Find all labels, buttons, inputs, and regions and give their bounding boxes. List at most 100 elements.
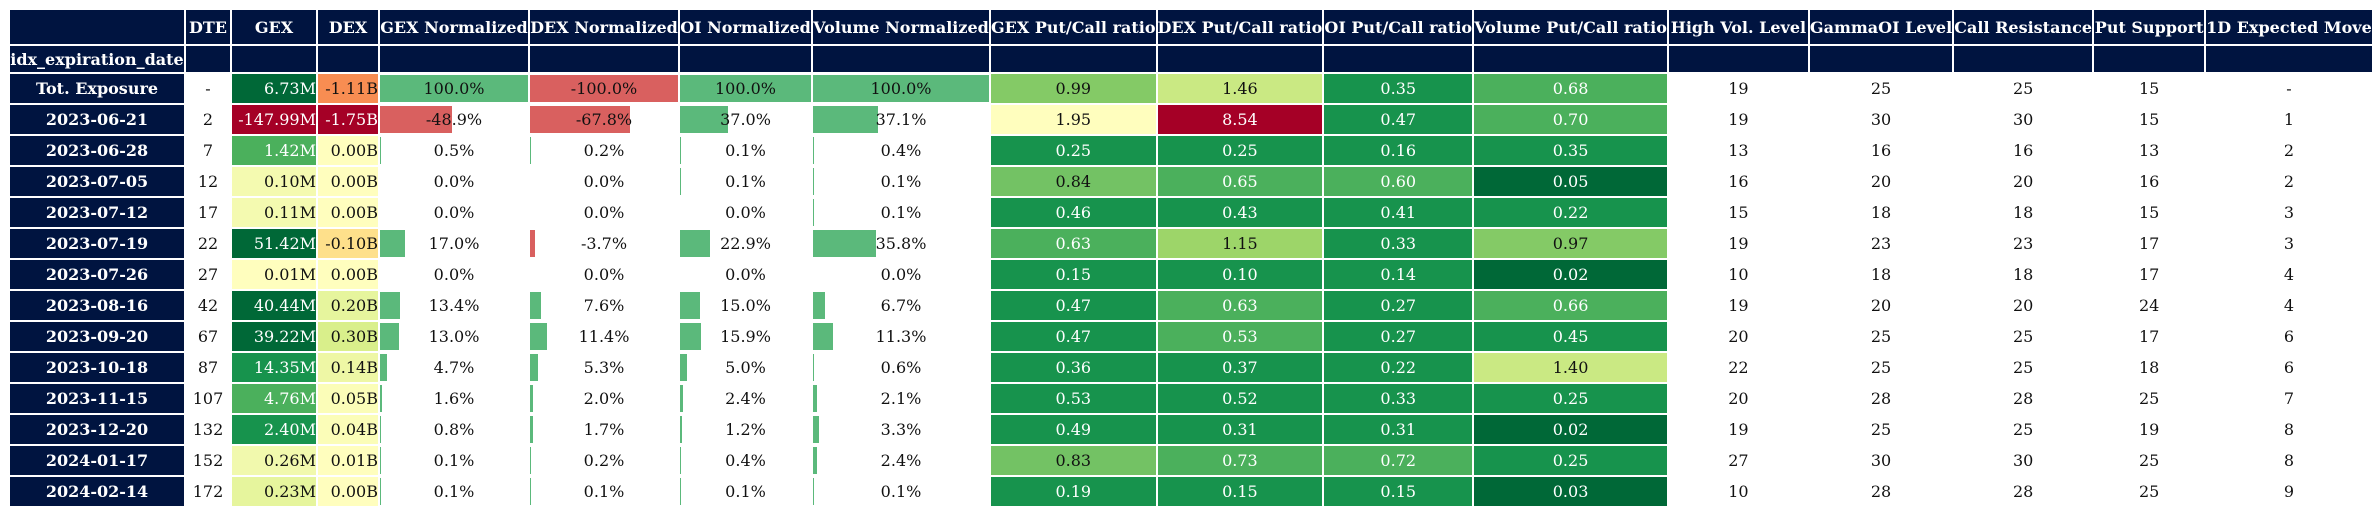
call-res-cell: 20 xyxy=(2012,296,2034,315)
table-header: DTE GEX DEX GEX Normalized DEX Normalized OI … xyxy=(10,10,2372,72)
oi-norm-cell: 2.4% xyxy=(680,384,811,413)
bar-value: 13.0% xyxy=(428,327,480,346)
oi-norm-cell: 15.9% xyxy=(680,322,811,351)
row-label: 2024-01-17 xyxy=(10,446,184,475)
put-sup-cell: 25 xyxy=(2138,482,2160,501)
dex-pc-cell: 0.63 xyxy=(1157,291,1323,320)
column-header[interactable]: DTE xyxy=(186,10,230,44)
bar-value: 0.1% xyxy=(725,482,766,501)
gex-pc-cell: 0.25 xyxy=(991,136,1156,165)
vol-pc-cell: 0.25 xyxy=(1474,384,1667,413)
table-row: 2023-11-15 107 4.76M 0.05B 1.6% 2.0% 2.4% 2.1% 0… xyxy=(10,384,2372,413)
gex-norm-cell: 0.0% xyxy=(380,167,528,196)
bar-value: 6.7% xyxy=(880,296,922,315)
column-header[interactable]: GammaOI Level xyxy=(1809,10,1953,44)
vol-norm-cell: 11.3% xyxy=(813,322,989,351)
bar-fill xyxy=(530,354,538,381)
index-header-spacer xyxy=(1324,46,1473,72)
index-name-header: idx_expiration_date xyxy=(10,46,184,72)
column-header[interactable]: High Vol. Level xyxy=(1668,10,1808,44)
bar-fill xyxy=(380,354,387,381)
dex-pc-cell: 1.46 xyxy=(1157,74,1323,103)
column-header[interactable]: GEX xyxy=(232,10,316,44)
row-label: 2023-06-21 xyxy=(10,105,184,134)
column-header[interactable]: Volume Put/Call ratio xyxy=(1474,10,1667,44)
bar-value: -48.9% xyxy=(425,110,483,129)
column-header[interactable]: Volume Normalized xyxy=(813,10,989,44)
dex-cell: 0.00B xyxy=(318,136,378,165)
gamma-oi-cell: 16 xyxy=(1870,141,1892,160)
vol-norm-cell: 0.4% xyxy=(813,136,989,165)
column-header[interactable]: GEX Put/Call ratio xyxy=(991,10,1156,44)
bar-value: 0.1% xyxy=(583,482,625,501)
column-header[interactable]: OI Normalized xyxy=(680,10,811,44)
bar-fill xyxy=(813,292,825,319)
row-label: 2023-07-26 xyxy=(10,260,184,289)
gex-norm-cell: 0.0% xyxy=(380,198,528,227)
dte-cell: 67 xyxy=(197,327,219,346)
bar-fill xyxy=(680,75,811,102)
vol-pc-cell: 0.02 xyxy=(1474,260,1667,289)
table-row: 2023-08-16 42 40.44M 0.20B 13.4% 7.6% 15.0% 6.7… xyxy=(10,291,2372,320)
index-header-spacer xyxy=(680,46,811,72)
vol-pc-cell: 0.70 xyxy=(1474,105,1667,134)
bar-fill xyxy=(680,292,700,319)
bar-value: 13.4% xyxy=(428,296,480,315)
call-res-cell: 28 xyxy=(2012,482,2034,501)
gex-pc-cell: 0.15 xyxy=(991,260,1156,289)
bar-value: 0.4% xyxy=(880,141,922,160)
exp-move-cell: 6 xyxy=(2283,327,2295,346)
bar-value: 0.0% xyxy=(725,265,766,284)
vol-pc-cell: 0.02 xyxy=(1474,415,1667,444)
gamma-oi-cell: 25 xyxy=(1870,327,1892,346)
table-row: 2023-09-20 67 39.22M 0.30B 13.0% 11.4% 15.9% 11… xyxy=(10,322,2372,351)
gamma-oi-cell: 25 xyxy=(1870,420,1892,439)
column-header[interactable]: Call Resistance xyxy=(1954,10,2093,44)
bar-value: 22.9% xyxy=(720,234,771,253)
column-header[interactable]: DEX Put/Call ratio xyxy=(1157,10,1323,44)
dte-cell: 152 xyxy=(192,451,224,470)
dex-pc-cell: 0.73 xyxy=(1157,446,1323,475)
row-label: 2023-07-12 xyxy=(10,198,184,227)
gex-cell: 39.22M xyxy=(232,322,316,351)
column-header[interactable]: DEX Normalized xyxy=(530,10,678,44)
bar-value: 15.9% xyxy=(720,327,771,346)
dte-cell: 27 xyxy=(197,265,219,284)
bar-value: 11.3% xyxy=(875,327,927,346)
dex-cell: 0.00B xyxy=(318,167,378,196)
vol-pc-cell: 0.03 xyxy=(1474,477,1667,506)
bar-value: 0.6% xyxy=(880,358,922,377)
gex-cell: 0.10M xyxy=(232,167,316,196)
column-header[interactable]: GEX Normalized xyxy=(380,10,528,44)
exp-move-cell: 8 xyxy=(2283,420,2295,439)
vol-norm-cell: 0.1% xyxy=(813,198,989,227)
vol-norm-cell: 100.0% xyxy=(813,74,989,103)
bar-fill xyxy=(530,106,631,133)
gex-cell: -147.99M xyxy=(232,105,316,134)
gex-pc-cell: 0.99 xyxy=(991,74,1156,103)
gex-cell: 0.23M xyxy=(232,477,316,506)
bar-value: 100.0% xyxy=(423,79,485,98)
oi-pc-cell: 0.15 xyxy=(1324,477,1473,506)
dex-cell: 0.14B xyxy=(318,353,378,382)
column-header[interactable]: OI Put/Call ratio xyxy=(1324,10,1473,44)
oi-norm-cell: 0.0% xyxy=(680,198,811,227)
column-header[interactable]: 1D Expected Move xyxy=(2206,10,2372,44)
vol-norm-cell: 2.4% xyxy=(813,446,989,475)
column-header[interactable]: Put Support xyxy=(2094,10,2205,44)
exp-move-cell: 1 xyxy=(2283,110,2295,129)
bar-fill xyxy=(680,106,729,133)
bar-fill xyxy=(813,137,814,164)
gamma-oi-cell: 18 xyxy=(1870,265,1892,284)
gamma-oi-cell: 20 xyxy=(1870,296,1892,315)
table-row: 2023-12-20 132 2.40M 0.04B 0.8% 1.7% 1.2% 3.3% 0… xyxy=(10,415,2372,444)
oi-norm-cell: 0.1% xyxy=(680,167,811,196)
column-header[interactable]: DEX xyxy=(318,10,378,44)
bar-fill xyxy=(813,106,879,133)
bar-value: 2.4% xyxy=(880,451,922,470)
gamma-oi-cell: 30 xyxy=(1870,110,1892,129)
bar-value: -67.8% xyxy=(575,110,633,129)
row-label: 2023-12-20 xyxy=(10,415,184,444)
bar-fill xyxy=(680,354,687,381)
oi-norm-cell: 1.2% xyxy=(680,415,811,444)
